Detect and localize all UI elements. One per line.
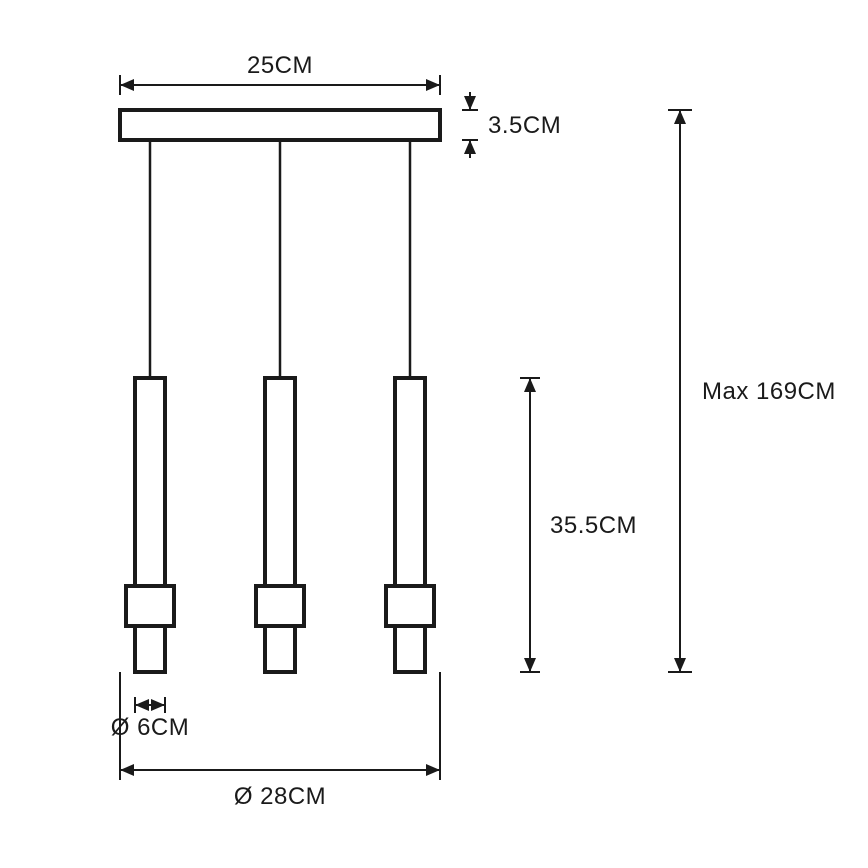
arrowhead bbox=[524, 658, 536, 672]
arrowhead bbox=[135, 699, 149, 711]
dim-canopy-width: 25CM bbox=[247, 52, 313, 79]
arrowhead bbox=[674, 658, 686, 672]
arrowhead bbox=[464, 140, 476, 154]
arrowhead bbox=[120, 79, 134, 91]
arrowhead bbox=[426, 764, 440, 776]
dim-pendant-diameter: Ø 6CM bbox=[111, 714, 190, 741]
dim-total-width: Ø 28CM bbox=[234, 783, 326, 810]
arrowhead bbox=[426, 79, 440, 91]
canopy bbox=[120, 110, 440, 140]
arrowhead bbox=[120, 764, 134, 776]
arrowhead bbox=[151, 699, 165, 711]
dim-pendant-length: 35.5CM bbox=[550, 512, 637, 539]
pendants bbox=[126, 378, 434, 672]
arrowhead bbox=[464, 96, 476, 110]
arrowhead bbox=[674, 110, 686, 124]
arrowhead bbox=[524, 378, 536, 392]
pendant bbox=[126, 378, 174, 672]
pendant bbox=[256, 378, 304, 672]
dim-canopy-height: 3.5CM bbox=[488, 112, 561, 139]
cords bbox=[150, 140, 410, 378]
pendant bbox=[386, 378, 434, 672]
dim-total-height: Max 169CM bbox=[702, 378, 836, 405]
